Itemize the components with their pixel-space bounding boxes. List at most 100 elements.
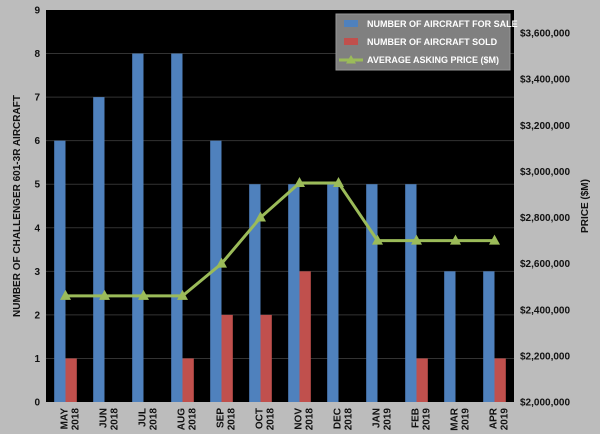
left-tick-label: 5 [34, 180, 40, 191]
left-tick-label: 3 [34, 267, 40, 278]
x-tick-year: 2018 [188, 408, 199, 431]
legend: NUMBER OF AIRCRAFT FOR SALE NUMBER OF AIR… [335, 13, 518, 71]
left-tick-label: 1 [34, 354, 40, 365]
price-marker [99, 289, 110, 300]
bar-for-sale [444, 271, 456, 402]
bar-for-sale [288, 184, 300, 402]
right-tick-label: $3,000,000 [520, 167, 570, 178]
bar-sold [299, 271, 311, 402]
price-marker [489, 234, 500, 245]
x-tick-month: FEB [411, 408, 422, 428]
legend-swatch [344, 38, 358, 45]
bar-series [54, 53, 506, 403]
x-tick-year: 2018 [344, 408, 355, 431]
bar-sold [221, 314, 233, 402]
bar-for-sale [93, 97, 105, 402]
right-tick-label: $2,400,000 [520, 305, 570, 316]
price-marker [255, 211, 266, 222]
left-tick-label: 7 [34, 93, 40, 104]
price-marker [411, 234, 422, 245]
x-tick-label: MAR2019 [450, 407, 472, 431]
x-tick-label: NOV2018 [294, 408, 316, 431]
x-tick-label: OCT2018 [255, 408, 277, 431]
bar-for-sale [405, 184, 417, 402]
gridlines [46, 53, 514, 359]
bar-for-sale [366, 184, 378, 402]
price-marker [177, 289, 188, 300]
bar-for-sale [132, 53, 144, 403]
bar-for-sale [483, 271, 495, 402]
x-tick-month: DEC [333, 408, 344, 429]
right-tick-label: $2,000,000 [520, 398, 570, 409]
left-tick-label: 8 [34, 49, 40, 60]
x-tick-month: AUG [177, 408, 188, 430]
legend-label: NUMBER OF AIRCRAFT SOLD [367, 37, 498, 47]
left-tick-label: 0 [34, 398, 40, 409]
line-series [60, 176, 500, 300]
x-tick-year: 2018 [305, 408, 316, 431]
right-tick-label: $3,400,000 [520, 75, 570, 86]
left-axis-ticks: 0 1 2 3 4 5 6 7 8 9 [34, 6, 40, 409]
x-axis-ticks: MAY2018 JUN2018 JUL2018 AUG2018 SEP2018 OCT20… [60, 407, 511, 431]
x-tick-label: FEB2019 [411, 408, 433, 431]
x-tick-month: JAN [372, 408, 383, 428]
x-tick-label: SEP2018 [216, 408, 238, 431]
left-axis-title: NUMBER OF CHALLENGER 601-3R AIRCRAFT [12, 95, 23, 317]
x-tick-month: SEP [216, 408, 227, 428]
right-axis-ticks: $2,000,000 $2,200,000 $2,400,000 $2,600,000… [520, 29, 570, 409]
price-marker [216, 257, 227, 268]
x-tick-month: APR [489, 407, 500, 429]
bar-sold [416, 358, 428, 402]
x-tick-month: JUL [138, 408, 149, 427]
price-marker [294, 176, 305, 187]
left-tick-label: 6 [34, 136, 40, 147]
legend-box [335, 13, 511, 71]
bar-for-sale [171, 53, 183, 403]
x-tick-label: APR2019 [489, 407, 511, 430]
x-tick-label: JUN2018 [99, 408, 121, 431]
x-tick-month: JUN [99, 408, 110, 428]
x-tick-label: JUL2018 [138, 408, 160, 431]
x-tick-year: 2018 [266, 408, 277, 431]
x-tick-year: 2019 [500, 408, 511, 431]
right-tick-label: $3,200,000 [520, 121, 570, 132]
x-tick-year: 2018 [71, 408, 82, 431]
bar-for-sale [210, 140, 222, 402]
legend-marker [346, 55, 356, 64]
x-tick-year: 2019 [422, 408, 433, 431]
left-tick-label: 2 [34, 310, 40, 321]
x-tick-year: 2018 [227, 408, 238, 431]
bar-for-sale [249, 184, 261, 402]
x-tick-year: 2018 [149, 408, 160, 431]
x-tick-year: 2019 [383, 408, 394, 431]
price-marker [450, 234, 461, 245]
x-tick-label: AUG2018 [177, 408, 199, 431]
bar-sold [182, 358, 194, 402]
right-tick-label: $2,800,000 [520, 213, 570, 224]
x-tick-label: JAN2019 [372, 408, 394, 431]
plot-background [46, 10, 514, 402]
price-line [65, 181, 495, 298]
right-axis-title: PRICE ($M) [580, 179, 591, 233]
x-tick-month: OCT [255, 408, 266, 429]
bar-for-sale [327, 184, 339, 402]
price-marker [138, 289, 149, 300]
left-tick-label: 4 [34, 223, 40, 234]
x-tick-month: NOV [294, 408, 305, 430]
x-tick-label: DEC2018 [333, 408, 355, 431]
bar-sold [494, 358, 506, 402]
legend-label: NUMBER OF AIRCRAFT FOR SALE [367, 19, 518, 29]
right-tick-label: $2,200,000 [520, 351, 570, 362]
right-tick-label: $3,600,000 [520, 29, 570, 40]
price-marker [333, 176, 344, 187]
left-tick-label: 9 [34, 6, 40, 17]
x-tick-month: MAY [60, 408, 71, 430]
bar-sold [65, 358, 77, 402]
x-tick-year: 2018 [110, 408, 121, 431]
bar-for-sale [54, 140, 66, 402]
bar-sold [260, 314, 272, 402]
x-tick-month: MAR [450, 407, 461, 431]
x-tick-year: 2019 [461, 408, 472, 431]
